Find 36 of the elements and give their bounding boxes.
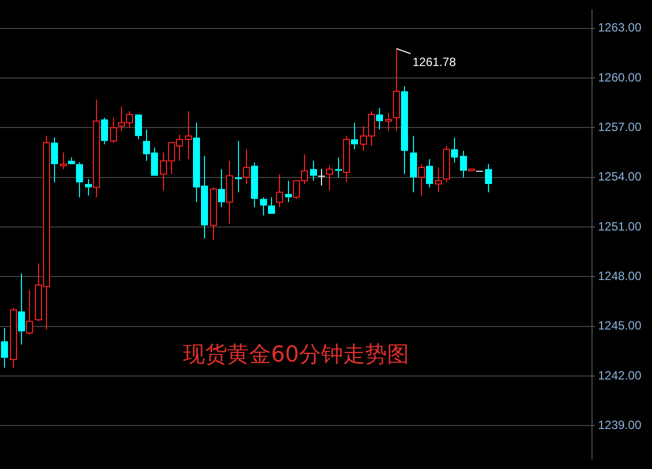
- candlestick: [401, 86, 408, 175]
- candlestick: [76, 162, 83, 198]
- y-tick-label: 1257.00: [598, 120, 642, 134]
- y-tick-label: 1260.00: [598, 70, 642, 84]
- y-tick-label: 1242.00: [598, 368, 642, 382]
- candlestick: [485, 164, 492, 193]
- y-tick-label: 1263.00: [598, 20, 642, 35]
- candlestick: [68, 157, 75, 164]
- candlestick: [85, 178, 92, 196]
- candlestick: [335, 157, 342, 178]
- candlestick: [318, 168, 325, 186]
- candlestick: [135, 114, 142, 140]
- text: 现货黄金60分钟走势图: [183, 342, 409, 368]
- candlestick: [460, 150, 467, 178]
- y-tick-label: 1254.00: [598, 170, 642, 184]
- y-tick-label: 1251.00: [598, 219, 642, 234]
- annotation: 1261.78: [412, 54, 456, 69]
- candlestick: [410, 136, 417, 193]
- candlestick: [51, 137, 58, 183]
- candlestick: [218, 168, 225, 208]
- candlestick: [101, 117, 108, 145]
- candlestick: [235, 140, 242, 193]
- candlestick: [268, 196, 275, 214]
- candlestick: [376, 107, 383, 130]
- candlestick: [451, 137, 458, 163]
- y-tick-label: 1239.00: [598, 418, 642, 432]
- y-tick-label: 1248.00: [598, 269, 642, 284]
- candlestick: [18, 272, 25, 346]
- candlestick: [260, 196, 267, 216]
- candlestick: [251, 162, 258, 208]
- candlestick: [310, 160, 317, 182]
- candlestick: [285, 180, 292, 203]
- candlestick: [351, 122, 358, 150]
- candlestick: [426, 158, 433, 188]
- candlestick: [1, 328, 8, 368]
- y-tick-label: 1245.00: [598, 318, 642, 333]
